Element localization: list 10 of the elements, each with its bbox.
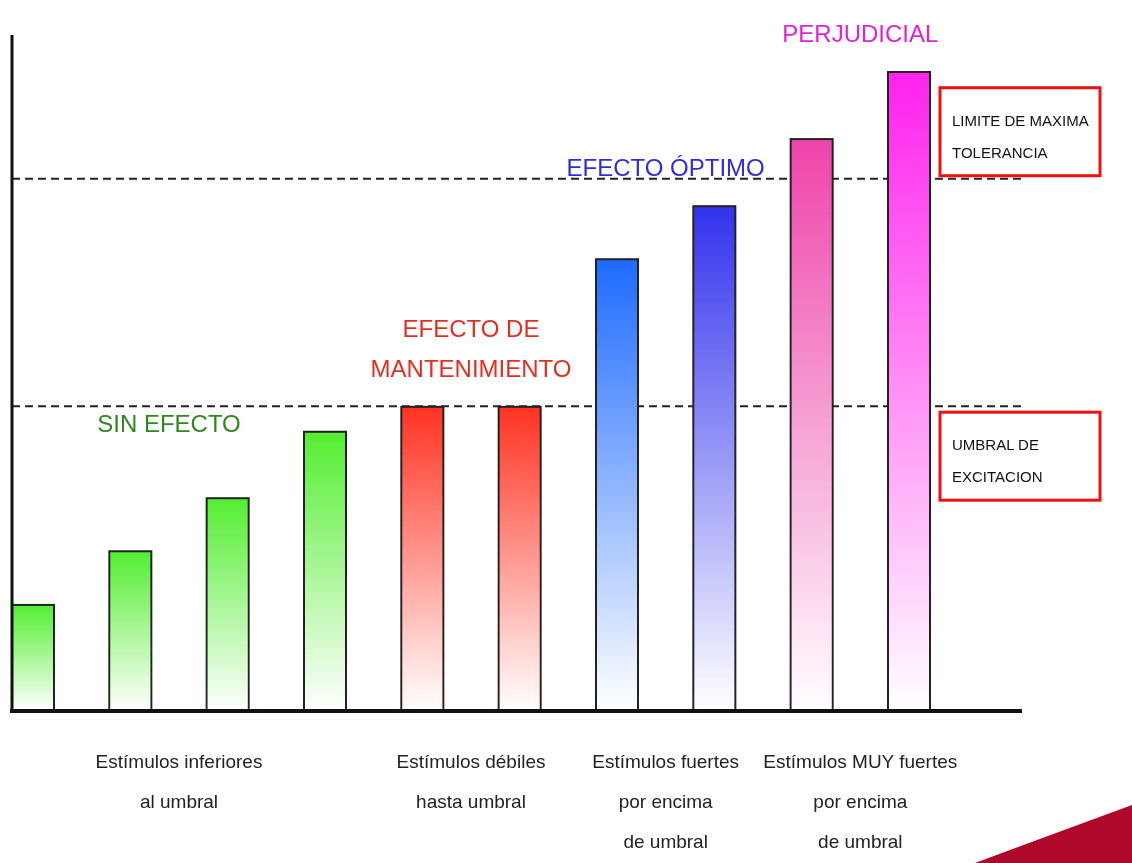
ref-line-label: LIMITE DE MAXIMA TOLERANCIA [952,111,1089,161]
text: Estímulos fuertes por encima de umbral [592,751,740,852]
text: PERJUDICIAL [782,20,939,47]
ref-line-label: UMBRAL DE EXCITACION [952,436,1043,486]
text: Estímulos débiles hasta umbral [396,751,546,812]
text: Estímulos inferiores al umbral [95,751,263,812]
annotation: SIN EFECTO [97,409,241,437]
text: Estímulos MUY fuertes por encima de umbral [763,751,958,852]
annotation: EFECTO ÓPTIMO [566,154,765,182]
annotation: EFECTO DE MANTENIMIENTO [370,314,572,382]
